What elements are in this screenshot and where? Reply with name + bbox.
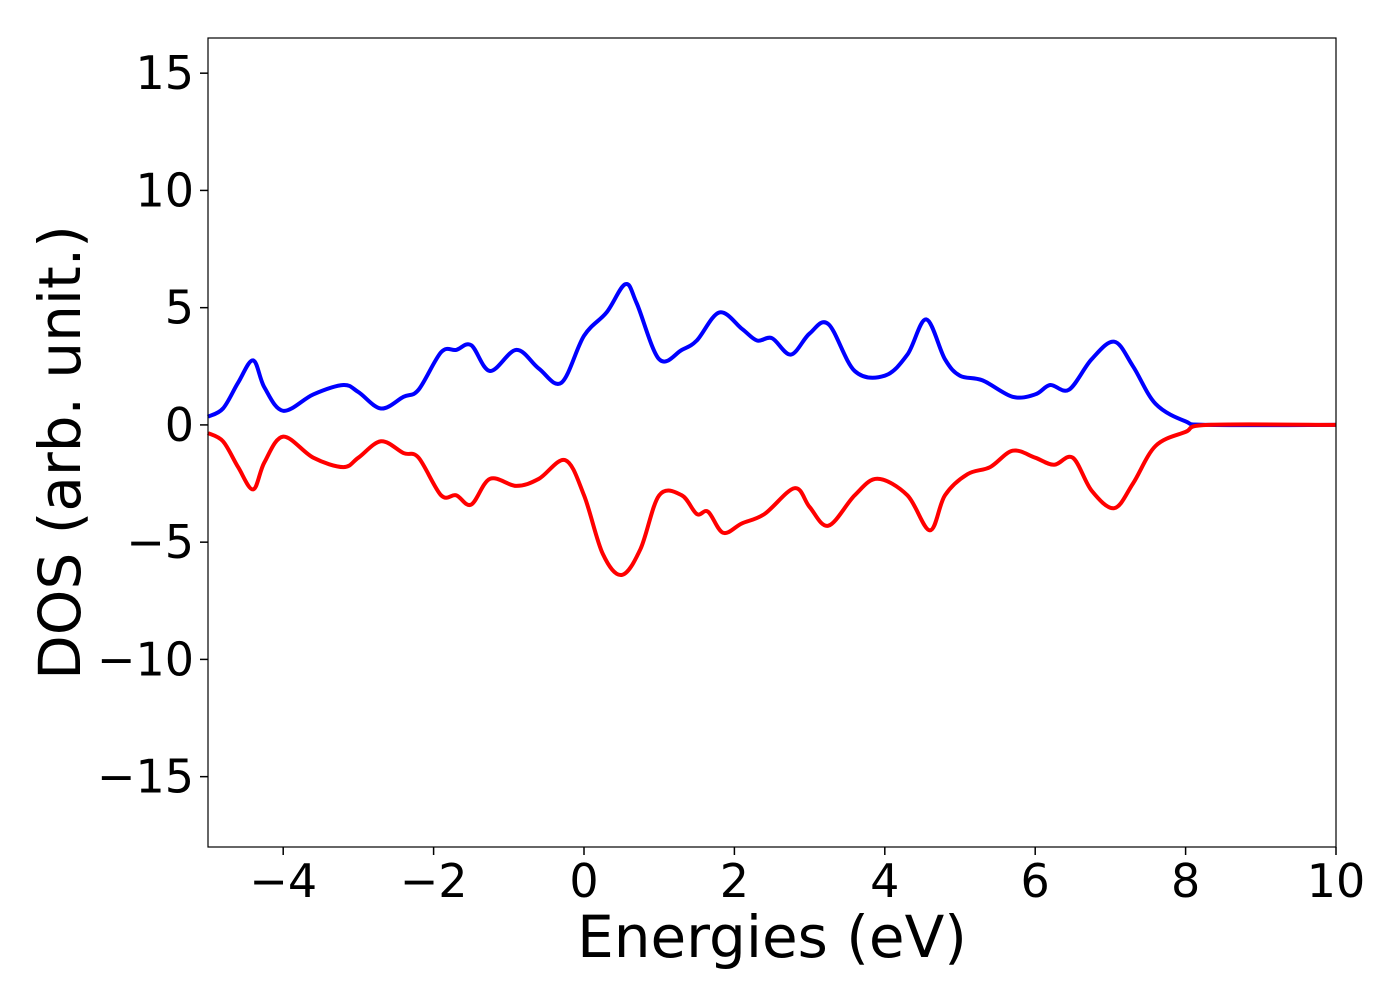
series-layer <box>207 282 1337 577</box>
x-tick-label: 8 <box>1171 854 1200 908</box>
y-tick-label: −15 <box>97 750 194 804</box>
y-tick-label: −10 <box>97 632 194 686</box>
x-tick-label: 6 <box>1021 854 1050 908</box>
x-tick-label: 2 <box>720 854 749 908</box>
y-tick-label: −5 <box>126 515 194 569</box>
x-tick-label: 10 <box>1307 854 1366 908</box>
plot-frame <box>207 37 1337 848</box>
y-tick-label: 5 <box>165 281 194 335</box>
y-tick-label: 15 <box>135 46 194 100</box>
series-line-0 <box>207 282 1337 428</box>
y-tick-label: 10 <box>135 163 194 217</box>
series-line-1 <box>207 422 1337 577</box>
y-axis-label: DOS (arb. unit.) <box>26 225 94 680</box>
x-tick-label: −4 <box>249 854 317 908</box>
x-tick-label: −2 <box>400 854 468 908</box>
x-axis-label: Energies (eV) <box>577 903 967 971</box>
y-tick-label: 0 <box>165 398 194 452</box>
x-tick-label: 0 <box>569 854 598 908</box>
tick-layer: −4 −2 0 2 4 6 8 10 −15 −10 −5 0 5 10 15 <box>97 46 1365 908</box>
x-tick-label: 4 <box>870 854 899 908</box>
